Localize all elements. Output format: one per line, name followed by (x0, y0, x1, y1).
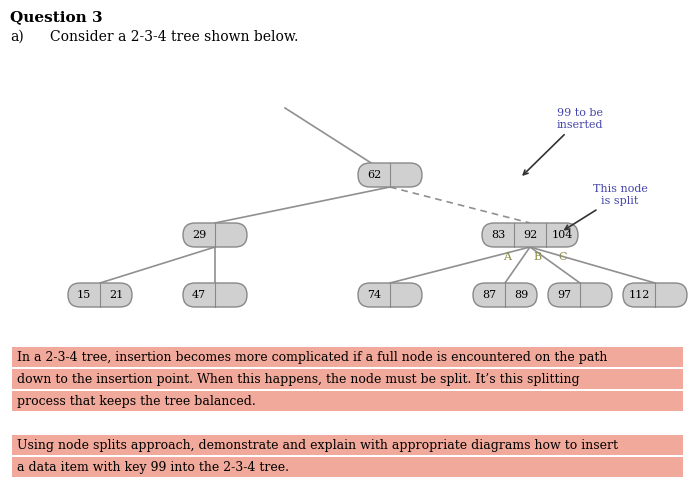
FancyBboxPatch shape (548, 283, 612, 307)
Text: 112: 112 (628, 290, 650, 300)
Text: 29: 29 (192, 230, 206, 240)
FancyBboxPatch shape (183, 223, 247, 247)
Text: In a 2-3-4 tree, insertion becomes more complicated if a full node is encountere: In a 2-3-4 tree, insertion becomes more … (17, 352, 607, 365)
FancyBboxPatch shape (358, 283, 422, 307)
FancyBboxPatch shape (623, 283, 687, 307)
Text: 47: 47 (192, 290, 206, 300)
Text: 21: 21 (109, 290, 123, 300)
Text: down to the insertion point. When this happens, the node must be split. It’s thi: down to the insertion point. When this h… (17, 374, 580, 386)
Text: 87: 87 (482, 290, 496, 300)
Text: 62: 62 (367, 170, 381, 180)
FancyBboxPatch shape (68, 283, 132, 307)
FancyBboxPatch shape (358, 163, 422, 187)
Text: 104: 104 (551, 230, 573, 240)
FancyBboxPatch shape (12, 435, 683, 455)
FancyBboxPatch shape (12, 369, 683, 389)
Text: 74: 74 (367, 290, 381, 300)
Text: 99 to be
inserted: 99 to be inserted (523, 109, 603, 175)
Text: B: B (533, 252, 541, 262)
Text: 89: 89 (514, 290, 528, 300)
Text: Question 3: Question 3 (10, 10, 103, 24)
Text: a data item with key 99 into the 2-3-4 tree.: a data item with key 99 into the 2-3-4 t… (17, 461, 289, 474)
FancyBboxPatch shape (12, 457, 683, 477)
FancyBboxPatch shape (183, 283, 247, 307)
Text: Using node splits approach, demonstrate and explain with appropriate diagrams ho: Using node splits approach, demonstrate … (17, 440, 618, 453)
Text: 97: 97 (557, 290, 571, 300)
Text: 83: 83 (491, 230, 505, 240)
FancyBboxPatch shape (482, 223, 578, 247)
FancyBboxPatch shape (12, 391, 683, 411)
Text: 92: 92 (523, 230, 537, 240)
Text: A: A (503, 252, 511, 262)
Text: C: C (559, 252, 567, 262)
Text: Consider a 2-3-4 tree shown below.: Consider a 2-3-4 tree shown below. (50, 30, 298, 44)
Text: 15: 15 (77, 290, 91, 300)
Text: process that keeps the tree balanced.: process that keeps the tree balanced. (17, 395, 256, 408)
FancyBboxPatch shape (473, 283, 537, 307)
Text: a): a) (10, 30, 24, 44)
FancyBboxPatch shape (12, 347, 683, 367)
Text: This node
is split: This node is split (565, 184, 648, 229)
